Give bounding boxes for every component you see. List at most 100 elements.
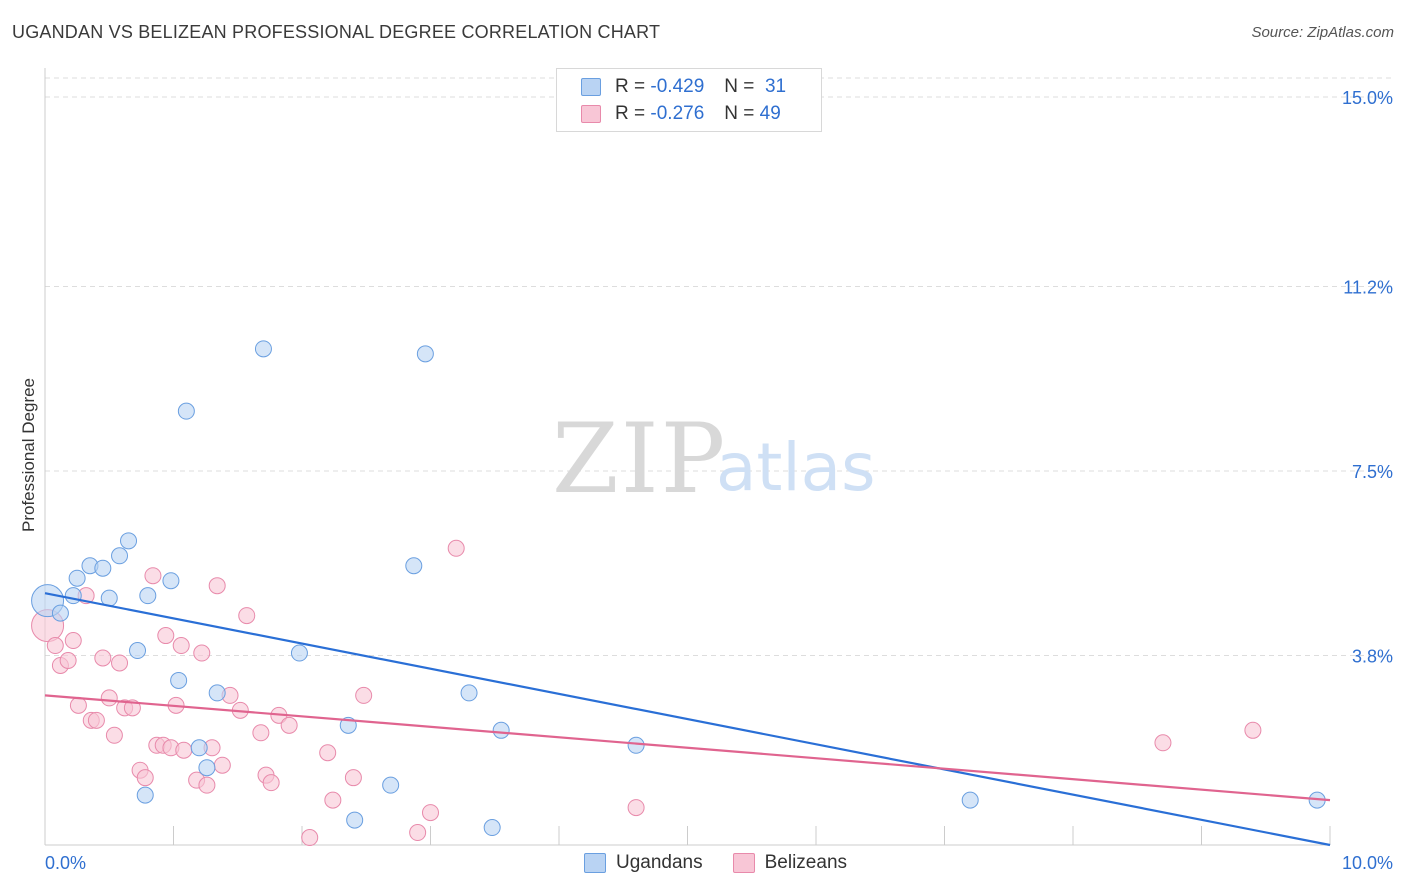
ugandans-point-23 bbox=[405, 557, 423, 575]
ugandans-point-7 bbox=[111, 547, 129, 565]
ugandans-point-28 bbox=[627, 736, 645, 754]
legend-item-ugandans[interactable]: Ugandans bbox=[584, 852, 703, 874]
ugandans-swatch bbox=[581, 78, 601, 96]
ugandans-point-3 bbox=[68, 569, 86, 587]
ugandans-point-1 bbox=[51, 604, 69, 622]
belizeans-point-11 bbox=[105, 726, 123, 744]
ugandans-legend-swatch bbox=[584, 853, 606, 873]
tick-labels: 3.8% 7.5% 11.2% 15.0% 0.0% 10.0% bbox=[45, 88, 1393, 873]
belizeans-point-29 bbox=[208, 577, 226, 595]
r-label: R = bbox=[615, 76, 646, 97]
ugandans-point-11 bbox=[139, 587, 157, 605]
legend-label-belizeans: Belizeans bbox=[764, 852, 848, 873]
ugandans-point-26 bbox=[483, 819, 501, 837]
r-value: -0.429 bbox=[650, 76, 705, 97]
stats-legend: R = -0.429 N = 31 R = -0.276 N = 49 bbox=[556, 68, 822, 132]
ugandans-point-12 bbox=[162, 572, 180, 590]
belizeans-point-42 bbox=[344, 769, 362, 787]
n-value: 31 bbox=[764, 76, 787, 97]
belizeans-point-5 bbox=[69, 696, 87, 714]
ugandans-point-29 bbox=[961, 791, 979, 809]
ugandans-point-13 bbox=[170, 671, 188, 689]
ugandans-point-15 bbox=[190, 739, 208, 757]
ugandans-trendline bbox=[44, 592, 1331, 847]
r-label: R = bbox=[615, 103, 646, 124]
ugandans-point-18 bbox=[254, 340, 272, 358]
belizeans-point-3 bbox=[59, 651, 77, 669]
belizeans-point-34 bbox=[252, 724, 270, 742]
legend-item-belizeans[interactable]: Belizeans bbox=[732, 852, 848, 874]
n-label: N = bbox=[724, 76, 755, 97]
chart-source: Source: ZipAtlas.com bbox=[1251, 24, 1394, 41]
series-belizeans bbox=[31, 539, 1262, 847]
belizeans-swatch bbox=[581, 105, 601, 123]
ugandans-point-9 bbox=[129, 642, 147, 660]
belizeans-trendline bbox=[44, 694, 1331, 802]
belizeans-point-26 bbox=[193, 644, 211, 662]
belizeans-point-48 bbox=[1154, 734, 1172, 752]
y-axis-label: Professional Degree bbox=[19, 378, 38, 532]
y-tick-label-3: 15.0% bbox=[1342, 88, 1393, 108]
belizeans-point-9 bbox=[94, 649, 112, 667]
watermark-atlas: atlas bbox=[716, 429, 876, 506]
belizeans-point-33 bbox=[238, 607, 256, 625]
belizeans-point-23 bbox=[172, 637, 190, 655]
grid-lines bbox=[45, 77, 1395, 657]
belizeans-point-44 bbox=[409, 824, 427, 842]
stats-row-belizeans: R = -0.276 N = 49 bbox=[581, 102, 781, 126]
ugandans-point-27 bbox=[492, 721, 510, 739]
belizeans-point-20 bbox=[157, 627, 175, 645]
ugandans-point-21 bbox=[346, 811, 364, 829]
belizeans-point-30 bbox=[213, 756, 231, 774]
belizeans-point-49 bbox=[1244, 721, 1262, 739]
y-tick-label-2: 11.2% bbox=[1343, 277, 1393, 297]
chart-title: UGANDAN VS BELIZEAN PROFESSIONAL DEGREE … bbox=[12, 22, 661, 42]
y-tick-label-0: 3.8% bbox=[1352, 647, 1393, 667]
belizeans-point-46 bbox=[447, 539, 465, 557]
r-value: -0.276 bbox=[650, 103, 705, 124]
trendlines bbox=[44, 592, 1331, 847]
watermark: ZIP atlas bbox=[552, 403, 876, 515]
belizeans-point-45 bbox=[422, 804, 439, 822]
n-label: N = bbox=[724, 103, 755, 124]
x-tick-label-0: 0.0% bbox=[45, 853, 86, 873]
ugandans-point-2 bbox=[64, 587, 82, 605]
y-tick-label-1: 7.5% bbox=[1352, 462, 1393, 482]
stats-row-ugandans: R = -0.429 N = 31 bbox=[581, 75, 786, 99]
belizeans-point-1 bbox=[46, 637, 64, 655]
x-tick-label-1: 10.0% bbox=[1342, 853, 1393, 873]
belizeans-point-38 bbox=[280, 716, 298, 734]
ugandans-point-22 bbox=[382, 776, 400, 794]
axes bbox=[44, 68, 1331, 846]
belizeans-point-27 bbox=[198, 776, 216, 794]
belizeans-point-39 bbox=[301, 829, 319, 847]
belizeans-point-10 bbox=[100, 689, 118, 707]
ugandans-point-17 bbox=[208, 684, 226, 702]
ugandans-point-16 bbox=[198, 759, 216, 777]
series-legend: Ugandans Belizeans bbox=[584, 852, 877, 874]
belizeans-point-12 bbox=[111, 654, 129, 672]
ugandans-point-25 bbox=[460, 684, 478, 702]
ugandans-point-19 bbox=[290, 644, 308, 662]
belizeans-point-41 bbox=[324, 791, 342, 809]
belizeans-point-16 bbox=[136, 769, 154, 787]
belizeans-point-4 bbox=[64, 632, 82, 650]
watermark-zip: ZIP bbox=[552, 403, 727, 515]
legend-label-ugandans: Ugandans bbox=[616, 852, 703, 873]
ugandans-point-5 bbox=[94, 559, 112, 577]
ugandans-point-24 bbox=[416, 345, 434, 363]
belizeans-point-47 bbox=[627, 799, 645, 817]
series-ugandans bbox=[31, 340, 1326, 837]
belizeans-point-8 bbox=[87, 711, 105, 729]
belizeans-point-43 bbox=[355, 686, 373, 704]
n-value: 49 bbox=[759, 103, 781, 124]
ugandans-point-10 bbox=[136, 786, 154, 804]
ugandans-point-8 bbox=[120, 532, 138, 550]
belizeans-legend-swatch bbox=[732, 853, 755, 873]
belizeans-point-17 bbox=[144, 567, 162, 585]
belizeans-point-40 bbox=[319, 744, 337, 762]
ugandans-point-14 bbox=[177, 402, 195, 420]
belizeans-point-36 bbox=[262, 774, 280, 792]
belizeans-point-24 bbox=[175, 741, 193, 759]
